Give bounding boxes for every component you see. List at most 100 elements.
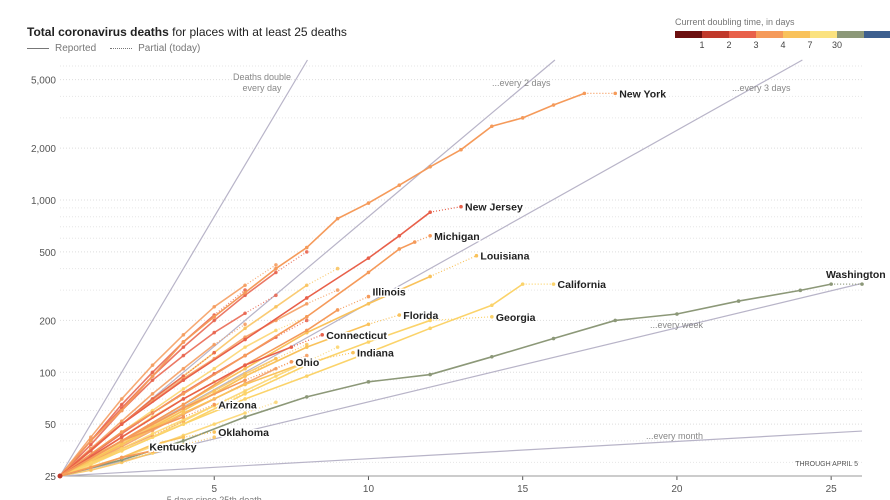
background-series-point xyxy=(150,431,155,436)
background-series-point xyxy=(212,366,217,371)
series-florida-partial-line xyxy=(368,314,400,325)
series-oklahoma-partial-line xyxy=(183,431,215,438)
series-california-point xyxy=(490,303,494,308)
series-illinois-point xyxy=(335,308,340,312)
series-new-jersey-partial-line xyxy=(430,206,462,213)
background-series-point xyxy=(304,318,309,323)
background-series-point xyxy=(274,356,278,361)
doubling-label-2: 3 xyxy=(753,40,759,50)
series-indiana-point xyxy=(119,442,124,447)
series-new-york-point xyxy=(119,408,124,413)
series-new-york-point xyxy=(274,266,278,271)
background-series-point xyxy=(274,304,278,309)
series-indiana-point xyxy=(181,411,186,415)
series-california-point xyxy=(551,282,556,286)
series-new-jersey-point xyxy=(459,204,463,209)
series-label-new-york: New York xyxy=(619,88,666,100)
series-oklahoma-point xyxy=(212,430,217,434)
series-ohio-partial-line xyxy=(244,361,292,381)
series-arizona-point xyxy=(212,402,217,407)
legend-reported: Reported xyxy=(55,43,97,54)
y-tick-label: 200 xyxy=(39,316,56,327)
background-series-partial-line xyxy=(213,392,246,407)
series-illinois-partial-line xyxy=(337,296,369,311)
series-arizona-point xyxy=(119,439,124,443)
background-series-point xyxy=(304,301,309,306)
series-label-illinois: Illinois xyxy=(372,287,405,299)
background-series-point xyxy=(89,442,93,447)
y-tick-label: 5,000 xyxy=(31,76,56,87)
series-louisiana-point xyxy=(243,366,247,371)
doubling-swatches xyxy=(675,31,890,38)
series-connecticut-point xyxy=(289,345,294,349)
series-indiana-point xyxy=(304,360,309,364)
series-connecticut-partial-line xyxy=(291,334,323,348)
series-new-york-point xyxy=(181,340,186,344)
series-michigan-partial-line xyxy=(414,235,431,243)
series-label-halo-indiana: Indiana xyxy=(357,348,394,360)
background-series-point xyxy=(274,366,278,371)
solid-line-swatch xyxy=(27,48,49,49)
background-series-line xyxy=(59,404,215,477)
series-new-jersey-point xyxy=(428,210,432,214)
y-tick-label: 1,000 xyxy=(31,196,56,207)
series-washington-point xyxy=(860,282,864,286)
background-series-point xyxy=(243,283,247,288)
series-new-york-point xyxy=(89,439,93,443)
series-new-york-point xyxy=(582,91,587,96)
series-washington-point xyxy=(675,312,679,316)
series-new-york-point xyxy=(613,91,618,96)
series-illinois-point xyxy=(304,328,309,333)
series-new-york-point xyxy=(551,103,556,107)
background-series-partial-line xyxy=(183,352,215,377)
guide-label: ...every 2 days xyxy=(492,78,551,88)
series-connecticut-point xyxy=(181,397,186,401)
series-connecticut-point xyxy=(119,435,124,439)
background-series-point xyxy=(243,326,247,331)
series-louisiana-point xyxy=(428,274,432,279)
doubling-swatch-0 xyxy=(675,31,702,38)
series-label-oklahoma: Oklahoma xyxy=(218,427,269,439)
background-series-point xyxy=(212,318,217,323)
doubling-swatch-2 xyxy=(729,31,756,38)
series-florida-point xyxy=(397,313,402,317)
background-series-point xyxy=(119,419,124,424)
background-series-point xyxy=(181,366,186,371)
background-series-partial-line xyxy=(213,323,246,345)
background-series-point xyxy=(181,387,186,391)
series-michigan-point xyxy=(119,430,124,434)
series-ohio-point xyxy=(243,378,247,382)
series-new-jersey-point xyxy=(304,296,309,300)
series-new-jersey-point xyxy=(397,233,402,238)
series-new-jersey-point xyxy=(243,337,247,342)
doubling-swatch-3 xyxy=(756,31,783,38)
background-series-point xyxy=(335,266,340,271)
series-label-halo-michigan: Michigan xyxy=(434,231,480,243)
doubling-swatch-labels: 1 2 3 4 7 30 xyxy=(675,40,890,52)
series-california-point xyxy=(366,350,371,355)
background-series-point xyxy=(274,374,278,378)
guide-label: Deaths double every day xyxy=(233,72,291,93)
background-series-partial-line xyxy=(213,289,246,316)
series-new-jersey-point xyxy=(181,378,186,382)
background-series-point xyxy=(212,350,217,355)
guide-line xyxy=(59,59,308,477)
x-tick-label: 5 xyxy=(211,484,217,495)
background-series-point xyxy=(150,370,155,375)
y-tick-label: 500 xyxy=(39,248,56,259)
background-series-point xyxy=(212,304,217,309)
series-indiana-point xyxy=(243,382,247,387)
background-series-point xyxy=(89,435,93,439)
y-tick-label: 50 xyxy=(45,420,57,431)
background-series-partial-line xyxy=(244,401,277,414)
series-michigan-point xyxy=(366,270,371,275)
doubling-swatch-4 xyxy=(783,31,810,38)
background-series-point xyxy=(243,293,247,298)
background-series-point xyxy=(212,330,217,335)
y-tick-label: 25 xyxy=(45,472,57,483)
guide-label: ...every 3 days xyxy=(732,83,791,93)
background-series-point xyxy=(335,345,340,349)
x-axis-label: 5 days since 25th death xyxy=(167,495,262,500)
background-series-point xyxy=(150,392,155,396)
series-georgia-point xyxy=(490,314,494,319)
